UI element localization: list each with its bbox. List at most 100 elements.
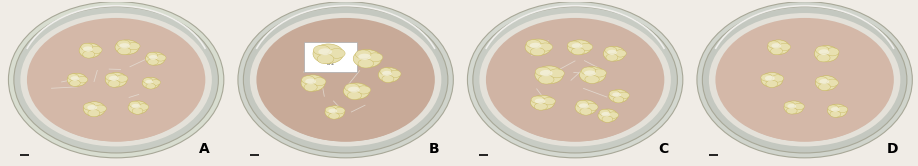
Ellipse shape	[83, 51, 95, 58]
FancyBboxPatch shape	[304, 42, 356, 72]
Text: B-2: B-2	[326, 61, 334, 66]
Ellipse shape	[347, 91, 362, 100]
Ellipse shape	[355, 50, 371, 59]
Ellipse shape	[95, 105, 106, 112]
Ellipse shape	[826, 48, 839, 56]
Text: 1997: 1997	[324, 54, 337, 59]
Ellipse shape	[473, 6, 677, 153]
Ellipse shape	[329, 48, 345, 58]
Ellipse shape	[761, 72, 783, 87]
Ellipse shape	[490, 24, 660, 142]
Ellipse shape	[535, 66, 563, 84]
Ellipse shape	[828, 105, 839, 111]
Ellipse shape	[132, 108, 143, 114]
Ellipse shape	[109, 76, 118, 81]
Ellipse shape	[787, 108, 797, 114]
Ellipse shape	[313, 78, 326, 86]
Ellipse shape	[378, 68, 400, 82]
Ellipse shape	[353, 50, 382, 68]
Ellipse shape	[609, 89, 629, 103]
Ellipse shape	[145, 80, 153, 84]
Ellipse shape	[20, 13, 212, 146]
Ellipse shape	[534, 103, 547, 110]
Ellipse shape	[702, 6, 907, 153]
Ellipse shape	[720, 24, 890, 142]
Ellipse shape	[577, 100, 588, 108]
Ellipse shape	[8, 2, 224, 158]
Ellipse shape	[358, 54, 371, 60]
Ellipse shape	[814, 46, 838, 62]
Ellipse shape	[534, 98, 545, 104]
Ellipse shape	[68, 74, 79, 80]
Ellipse shape	[348, 87, 360, 92]
Ellipse shape	[67, 73, 87, 86]
Ellipse shape	[579, 103, 588, 109]
Ellipse shape	[149, 55, 158, 60]
Ellipse shape	[531, 95, 554, 110]
Ellipse shape	[77, 76, 88, 83]
Ellipse shape	[815, 76, 837, 90]
Ellipse shape	[525, 39, 551, 55]
Ellipse shape	[567, 41, 581, 48]
Ellipse shape	[106, 73, 118, 81]
Ellipse shape	[585, 75, 599, 83]
Ellipse shape	[71, 76, 80, 81]
Ellipse shape	[143, 78, 152, 83]
Ellipse shape	[14, 6, 218, 153]
Ellipse shape	[70, 80, 80, 86]
Text: B: B	[429, 142, 439, 156]
Ellipse shape	[549, 69, 565, 78]
Ellipse shape	[592, 69, 607, 77]
Ellipse shape	[117, 40, 130, 47]
Ellipse shape	[142, 77, 160, 89]
Ellipse shape	[761, 74, 773, 81]
Ellipse shape	[304, 83, 318, 91]
Ellipse shape	[608, 112, 619, 118]
Text: A: A	[199, 142, 209, 156]
Ellipse shape	[767, 40, 789, 54]
Ellipse shape	[606, 54, 618, 61]
Ellipse shape	[148, 59, 158, 65]
Ellipse shape	[325, 106, 344, 119]
Ellipse shape	[325, 107, 336, 113]
Ellipse shape	[579, 67, 606, 83]
Ellipse shape	[540, 70, 553, 76]
Ellipse shape	[581, 67, 596, 75]
Ellipse shape	[579, 43, 593, 51]
Ellipse shape	[345, 83, 359, 92]
Ellipse shape	[816, 46, 829, 54]
Ellipse shape	[772, 75, 784, 82]
Ellipse shape	[572, 43, 582, 48]
Ellipse shape	[31, 24, 201, 142]
Ellipse shape	[127, 42, 140, 50]
Ellipse shape	[301, 75, 325, 91]
Ellipse shape	[771, 43, 781, 48]
Text: D: D	[887, 142, 898, 156]
Ellipse shape	[302, 76, 315, 84]
Ellipse shape	[539, 75, 554, 84]
Ellipse shape	[256, 18, 435, 142]
Ellipse shape	[607, 50, 617, 55]
Ellipse shape	[138, 104, 149, 110]
Ellipse shape	[826, 79, 838, 86]
Ellipse shape	[530, 43, 542, 48]
Ellipse shape	[329, 109, 337, 113]
Ellipse shape	[115, 40, 139, 54]
Ellipse shape	[313, 45, 330, 55]
Ellipse shape	[119, 43, 130, 48]
Ellipse shape	[313, 44, 343, 63]
Ellipse shape	[356, 86, 371, 94]
Ellipse shape	[765, 76, 775, 81]
Ellipse shape	[131, 104, 140, 108]
Ellipse shape	[380, 68, 392, 75]
Ellipse shape	[87, 105, 97, 110]
Ellipse shape	[367, 53, 383, 62]
Ellipse shape	[486, 18, 665, 142]
Ellipse shape	[819, 83, 831, 90]
Ellipse shape	[619, 92, 630, 99]
Ellipse shape	[697, 2, 912, 158]
Ellipse shape	[305, 79, 316, 84]
Ellipse shape	[766, 80, 778, 87]
Ellipse shape	[830, 111, 841, 117]
Ellipse shape	[90, 46, 102, 54]
